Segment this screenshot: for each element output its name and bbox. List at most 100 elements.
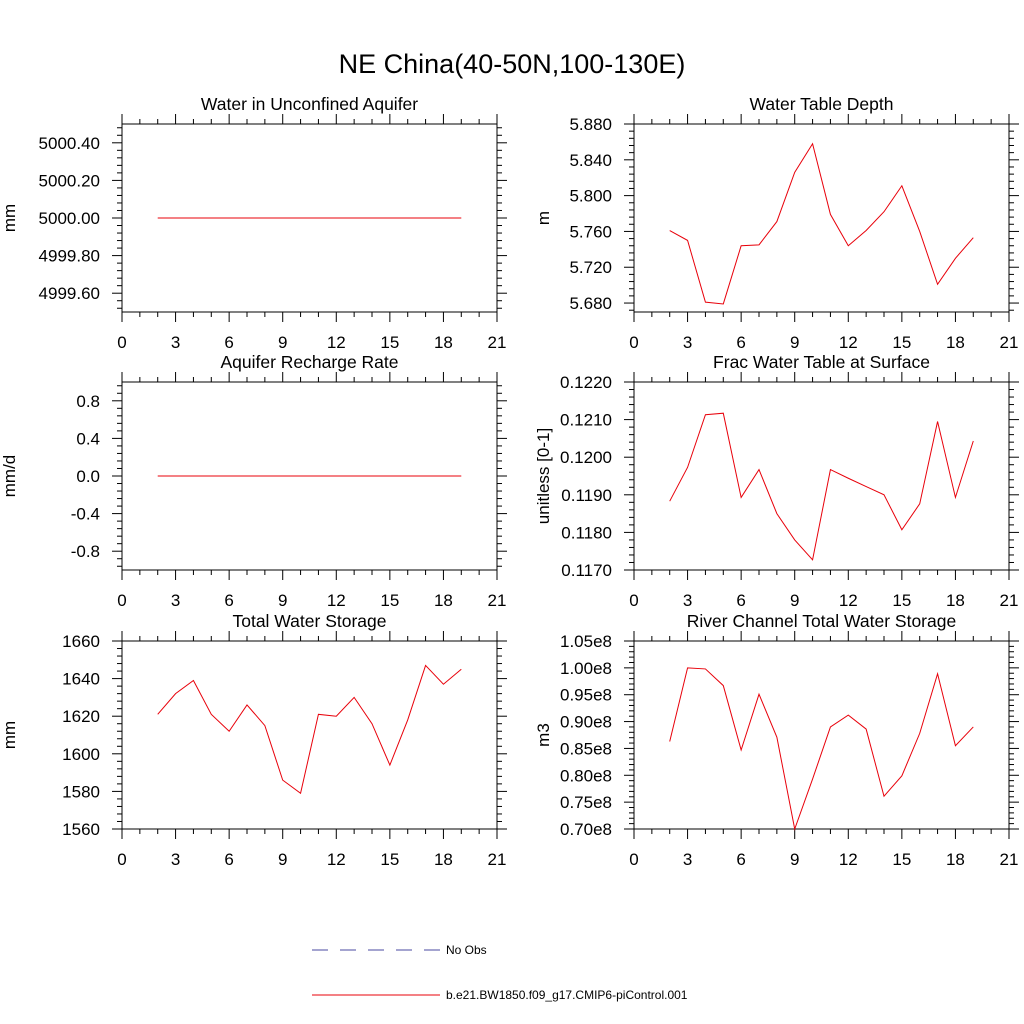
panel-5-xtick-label: 9: [278, 850, 287, 869]
panel-5-ylabel: mm: [0, 721, 19, 749]
panel-5-xtick-label: 18: [434, 850, 453, 869]
panel-4-data-point: [955, 497, 957, 499]
panel-4-data-point: [758, 469, 760, 471]
panel-6-xtick-label: 6: [736, 850, 745, 869]
panel-5-ytick-label: 1660: [62, 632, 100, 651]
panel-4-ytick-label: 0.1210: [560, 411, 612, 430]
panel-2-data-point: [865, 230, 867, 232]
panel-5-data-point: [353, 697, 355, 699]
panel-3-data-point: [300, 475, 302, 477]
panel-5-ytick-label: 1600: [62, 745, 100, 764]
panel-5-xtick-label: 12: [327, 850, 346, 869]
panel-1-data-point: [175, 217, 177, 219]
panel-4-ytick-label: 0.1170: [561, 561, 612, 580]
panel-6-data-point: [901, 775, 903, 777]
panel-3-ytick-label: 0.0: [76, 467, 100, 486]
panel-3-title: Aquifer Recharge Rate: [220, 352, 398, 372]
panel-1-data-point: [407, 217, 409, 219]
panel-4-xtick-label: 21: [1000, 591, 1019, 610]
panel-3-ylabel: mm/d: [0, 455, 19, 498]
panel-4-ylabel: unitless [0-1]: [534, 428, 553, 524]
panel-3-ytick-label: 0.8: [76, 392, 100, 411]
panel-3-xtick-label: 21: [488, 591, 507, 610]
panel-2-xtick-label: 21: [1000, 333, 1019, 352]
panel-5-data-point: [425, 665, 427, 667]
panel-6-data-point: [830, 726, 832, 728]
panel-4-xtick-label: 6: [736, 591, 745, 610]
panel-3-data-point: [246, 475, 248, 477]
panel-4-xtick-label: 12: [839, 591, 858, 610]
panel-5-data-point: [407, 719, 409, 721]
panel-4-data-point: [687, 467, 689, 469]
panel-1-data-point: [300, 217, 302, 219]
panel-6-ytick-label: 0.70e8: [560, 820, 612, 839]
panel-3-data-point: [282, 475, 284, 477]
panel-1-ytick-label: 4999.80: [39, 247, 100, 266]
panel-4-frame: [633, 381, 1010, 571]
panel-3-ytick-label: -0.4: [71, 505, 100, 524]
panel-6-data-point: [722, 685, 724, 687]
panel-4-xtick-label: 0: [629, 591, 638, 610]
panel-4-ytick-label: 0.1180: [561, 523, 612, 542]
panel-6-xtick-label: 21: [1000, 850, 1019, 869]
panel-4-data-point: [847, 477, 849, 479]
panel-6-ytick-label: 0.90e8: [560, 713, 612, 732]
panel-1-data-point: [335, 217, 337, 219]
panel-4-data-point: [830, 469, 832, 471]
panel-5-data-point: [193, 680, 195, 682]
panel-1-data-point: [353, 217, 355, 219]
panel-2-data-point: [955, 257, 957, 259]
panel-2-data-point: [972, 237, 974, 239]
panel-1-xtick-label: 21: [488, 333, 507, 352]
legend-label-no-obs: No Obs: [446, 943, 487, 957]
panel-2-data-point: [705, 301, 707, 303]
panel-3-data-point: [371, 475, 373, 477]
panel-1-data-point: [443, 217, 445, 219]
panel-2-data-point: [812, 143, 814, 145]
panel-3-data-point: [443, 475, 445, 477]
panel-6-data-point: [865, 728, 867, 730]
panel-2-ytick-label: 5.800: [569, 187, 612, 206]
panel-4-ytick-label: 0.1190: [561, 486, 612, 505]
panel-6-title: River Channel Total Water Storage: [687, 611, 956, 631]
panel-6-data-point: [847, 714, 849, 716]
panel-4-ytick-label: 0.1200: [560, 448, 612, 467]
panel-3-data-point: [353, 475, 355, 477]
panel-6-xtick-label: 0: [629, 850, 638, 869]
panel-6-xtick-label: 15: [892, 850, 911, 869]
panel-1-xtick-label: 9: [278, 333, 287, 352]
panel-2-ytick-label: 5.840: [569, 151, 612, 170]
panel-6-xtick-label: 9: [790, 850, 799, 869]
panel-1-xtick-label: 3: [171, 333, 180, 352]
panel-3-xtick-label: 9: [278, 591, 287, 610]
panel-3-data-point: [407, 475, 409, 477]
panel-5-frame: [121, 640, 498, 830]
panel-1-data-point: [264, 217, 266, 219]
panel-6-ytick-label: 1.00e8: [560, 659, 612, 678]
panel-6-xtick-label: 3: [683, 850, 692, 869]
panel-2-xtick-label: 15: [892, 333, 911, 352]
panel-5-ytick-label: 1620: [62, 707, 100, 726]
panel-2-xtick-label: 6: [736, 333, 745, 352]
panel-2-data-point: [740, 245, 742, 247]
panel-6-ytick-label: 0.80e8: [560, 766, 612, 785]
panel-6-ytick-label: 0.95e8: [560, 686, 612, 705]
panel-1-ylabel: mm: [0, 204, 19, 232]
panel-1-data-point: [460, 217, 462, 219]
panel-6-data-point: [776, 736, 778, 738]
panel-2-ytick-label: 5.760: [569, 222, 612, 241]
panel-3: Aquifer Recharge Rate mm/d 0 3 6 9 12 15 18 21 -0.…: [0, 352, 507, 610]
panel-4-xtick-label: 3: [683, 591, 692, 610]
panel-5-data-point: [371, 723, 373, 725]
panel-5-title: Total Water Storage: [232, 611, 386, 631]
panel-6-ytick-label: 1.05e8: [560, 632, 612, 651]
panel-5-xtick-label: 21: [488, 850, 507, 869]
panel-3-xtick-label: 0: [117, 591, 126, 610]
panel-2-data-point: [794, 172, 796, 174]
panel-5-data-point: [460, 668, 462, 670]
panel-6-ytick-label: 0.85e8: [560, 739, 612, 758]
panel-2-ylabel: m: [534, 211, 553, 225]
panel-3-xtick-label: 15: [380, 591, 399, 610]
legend-label-model: b.e21.BW1850.f09_g17.CMIP6-piControl.001: [446, 988, 688, 1002]
